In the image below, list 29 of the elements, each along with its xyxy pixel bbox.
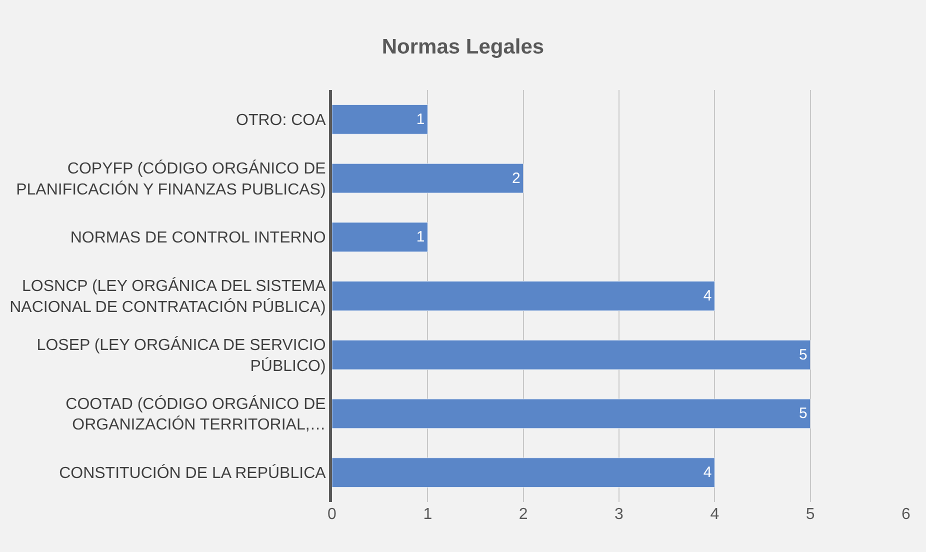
y-tick-label: NORMAS DE CONTROL INTERNO: [70, 230, 326, 247]
bar: [332, 281, 715, 311]
y-tick-label: OTRO: COA: [236, 112, 326, 130]
y-tick-label: CONSTITUCIÓN DE LA REPÚBLICA: [59, 464, 326, 482]
bar: [332, 458, 715, 488]
bar: [332, 104, 428, 134]
data-label: 4: [703, 288, 712, 304]
bar: [332, 398, 811, 429]
data-label: 5: [798, 346, 808, 364]
data-label: 1: [416, 228, 425, 246]
x-tick-label: 3: [614, 506, 624, 523]
data-label: 2: [512, 170, 520, 187]
x-tick-label: 4: [710, 506, 720, 523]
y-tick-label: LOSNCP (LEY ORGÁNICA DEL SISTEMA NACIONAL DE CONTRATACIÓN PÚBLICA): [10, 277, 326, 316]
bar: [332, 340, 811, 370]
x-tick-label: 6: [902, 506, 911, 523]
data-label: 5: [798, 405, 808, 422]
x-tick-label: 1: [423, 506, 432, 523]
x-tick-label: 5: [806, 506, 815, 523]
x-tick-label: 2: [518, 506, 528, 523]
chart-title: Normas Legales: [382, 35, 544, 58]
x-tick-label: 0: [328, 506, 337, 523]
bar: [332, 222, 428, 252]
data-label: 4: [703, 464, 712, 482]
y-tick-label: COOTAD (CÓDIGO ORGÁNICO DE ORGANIZACIÓN TERRITORIAL,…: [66, 394, 326, 434]
data-label: 1: [416, 110, 425, 128]
y-tick-label: LOSEP (LEY ORGÁNICA DE SERVICIO PÚBLICO): [36, 336, 326, 375]
y-tick-label: COPYFP (CÓDIGO ORGÁNICO DE PLANIFICACIÓN Y FINANZAS PUBLICAS): [16, 159, 326, 198]
bar: [332, 163, 524, 194]
